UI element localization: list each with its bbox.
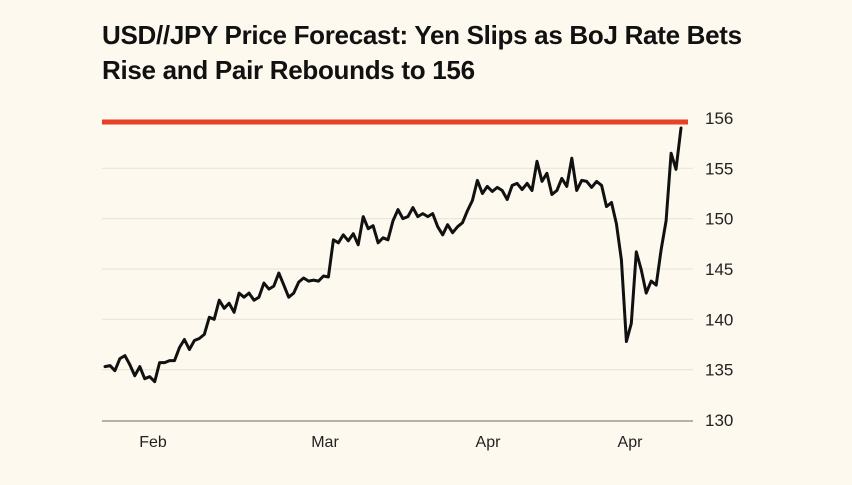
- y-tick-label: 156: [705, 109, 733, 128]
- y-tick-label: 140: [705, 310, 733, 329]
- price-line: [103, 126, 683, 384]
- y-tick-label: 155: [705, 159, 733, 178]
- x-tick-label: Mar: [311, 434, 339, 451]
- chart-title: USD//JPY Price Forecast: Yen Slips as Bo…: [102, 20, 742, 85]
- y-tick-label: 145: [705, 260, 733, 279]
- x-tick-label: Feb: [139, 434, 167, 451]
- y-tick-label: 150: [705, 210, 733, 229]
- x-tick-label: Apr: [618, 434, 644, 451]
- y-tick-label: 130: [705, 411, 733, 430]
- x-tick-label: Apr: [476, 434, 502, 451]
- y-tick-label: 135: [705, 361, 733, 380]
